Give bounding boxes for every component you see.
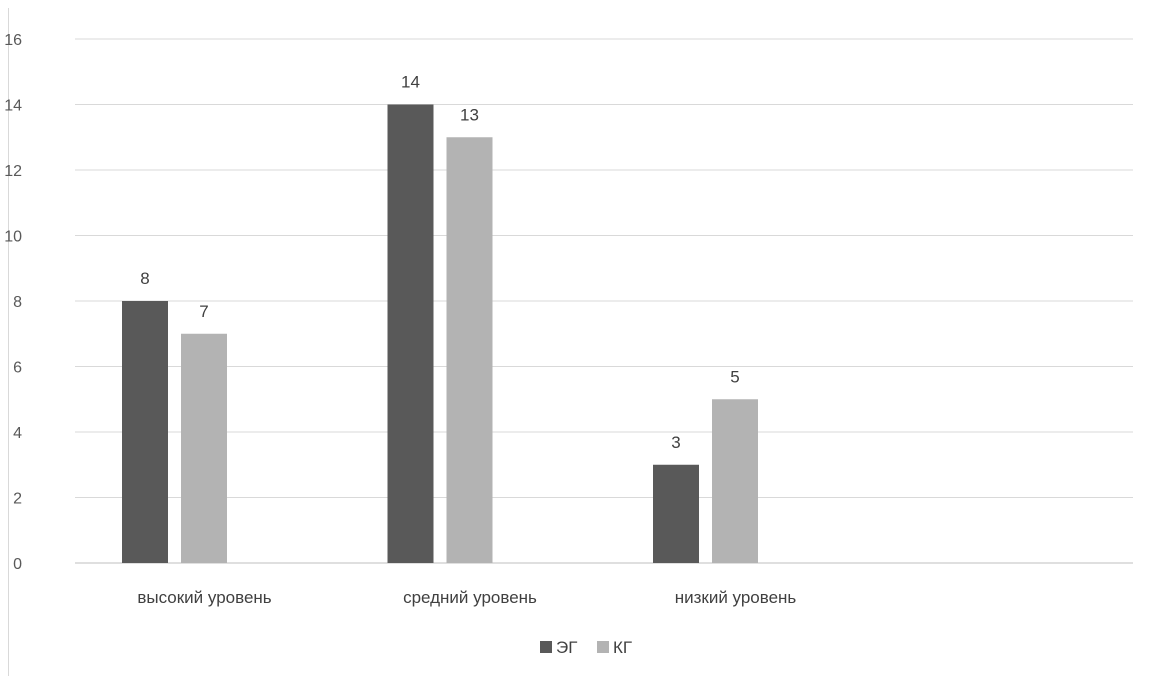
gridlines <box>75 38 1133 564</box>
bar[interactable] <box>446 137 493 563</box>
bar[interactable] <box>122 301 168 563</box>
y-tick-label: 12 <box>4 163 22 180</box>
legend-swatch <box>597 641 609 653</box>
bar[interactable] <box>712 399 758 563</box>
data-label: 14 <box>401 73 420 92</box>
data-label: 7 <box>199 302 208 321</box>
data-labels: 8 7 14 13 3 5 <box>140 73 739 452</box>
y-tick-label: 4 <box>13 425 22 442</box>
category-label: средний уровень <box>403 588 537 607</box>
y-tick-label: 0 <box>13 556 22 573</box>
y-tick-label: 14 <box>4 98 22 115</box>
data-label: 13 <box>460 105 479 124</box>
data-label: 5 <box>730 367 739 386</box>
category-label: низкий уровень <box>675 588 797 607</box>
category-label: высокий уровень <box>137 588 271 607</box>
chart-frame <box>8 8 1148 676</box>
legend-swatch <box>540 641 552 653</box>
legend-label: КГ <box>613 638 632 657</box>
legend-item[interactable]: КГ <box>597 638 632 657</box>
legend-item[interactable]: ЭГ <box>540 638 577 657</box>
data-label: 3 <box>671 433 680 452</box>
data-label: 8 <box>140 269 149 288</box>
legend-label: ЭГ <box>556 638 577 657</box>
bar[interactable] <box>387 104 434 564</box>
bar[interactable] <box>181 333 227 563</box>
y-tick-label: 2 <box>13 491 22 508</box>
category-labels: высокий уровень средний уровень низкий уро… <box>137 588 796 607</box>
bar[interactable] <box>653 464 699 563</box>
y-axis-ticks: 0 2 4 6 8 10 12 14 16 <box>4 32 22 573</box>
y-tick-label: 16 <box>4 32 22 49</box>
legend[interactable]: ЭГ КГ <box>540 638 632 657</box>
bars <box>122 104 758 564</box>
y-tick-label: 8 <box>13 294 22 311</box>
y-tick-label: 6 <box>13 360 22 377</box>
y-tick-label: 10 <box>4 229 22 246</box>
